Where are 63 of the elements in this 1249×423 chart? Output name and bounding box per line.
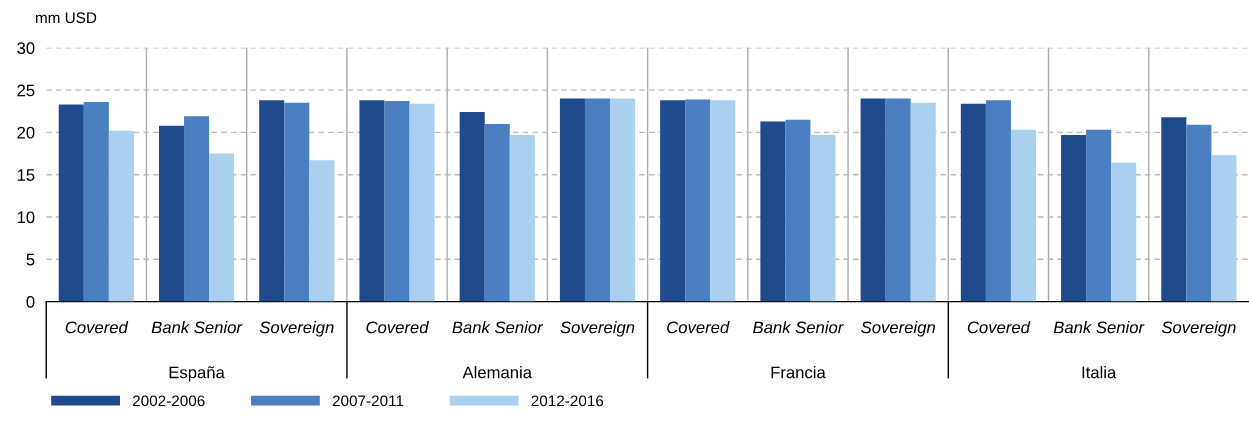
legend-label: 2012-2016 xyxy=(531,395,604,407)
x-tick-label: Covered xyxy=(967,321,1031,334)
bar xyxy=(108,130,134,302)
bar xyxy=(259,100,285,302)
x-tick-label: Bank Senior xyxy=(753,321,844,334)
y-tick-label: 10 xyxy=(17,211,35,224)
text: Italia xyxy=(1082,366,1117,379)
bar xyxy=(660,100,686,302)
bar xyxy=(1111,162,1137,302)
bar xyxy=(359,100,385,302)
bar xyxy=(58,104,84,302)
bar xyxy=(685,99,711,302)
x-tick-label: Bank Senior xyxy=(452,321,544,334)
bar xyxy=(459,112,485,302)
x-tick-label: Sovereign xyxy=(259,321,334,337)
bar xyxy=(83,101,109,302)
x-tick-label: Covered xyxy=(65,321,129,334)
bar xyxy=(1061,134,1087,302)
bar xyxy=(860,98,886,302)
bar xyxy=(1186,124,1212,302)
legend-label: 2007-2011 xyxy=(332,395,404,407)
text: Alemania xyxy=(462,366,532,379)
x-tick-label: Bank Senior xyxy=(1053,321,1145,334)
y-tick-label: 5 xyxy=(26,253,35,266)
bar xyxy=(409,103,435,302)
bar xyxy=(885,98,911,302)
text: Francia xyxy=(771,366,826,379)
y-tick-label: 0 xyxy=(26,296,35,308)
x-tick-label: Bank Senior xyxy=(151,321,243,334)
bar xyxy=(785,119,811,302)
bar xyxy=(158,125,185,302)
bar xyxy=(1086,129,1112,302)
bar xyxy=(985,100,1011,302)
bar xyxy=(1211,155,1237,302)
x-tick-label: Covered xyxy=(366,321,429,334)
bar xyxy=(910,102,936,302)
y-tick-label: 20 xyxy=(17,126,35,139)
bar xyxy=(309,160,335,302)
x-tick-label: Sovereign xyxy=(861,321,935,337)
bar xyxy=(610,98,636,302)
bar xyxy=(484,123,510,302)
bar xyxy=(960,103,986,302)
bar xyxy=(384,101,410,302)
bar xyxy=(810,134,836,302)
bar xyxy=(559,98,585,302)
bar xyxy=(1161,117,1187,302)
x-tick-label: Sovereign xyxy=(1161,321,1236,337)
x-tick-label: Sovereign xyxy=(560,321,635,337)
x-tick-label: Covered xyxy=(667,321,730,334)
bar xyxy=(710,100,736,302)
bar xyxy=(209,153,235,302)
bar xyxy=(284,102,310,302)
y-axis-title: mm USD xyxy=(35,12,97,24)
text: España xyxy=(169,366,225,382)
y-tick-label: 25 xyxy=(17,84,35,97)
bar xyxy=(1010,129,1037,302)
bar xyxy=(509,134,535,302)
bar xyxy=(760,121,786,302)
y-tick-label: 30 xyxy=(17,42,35,54)
legend-label: 2002-2006 xyxy=(132,395,205,407)
bar xyxy=(584,98,611,302)
bar xyxy=(184,116,210,302)
y-tick-label: 15 xyxy=(17,169,35,181)
